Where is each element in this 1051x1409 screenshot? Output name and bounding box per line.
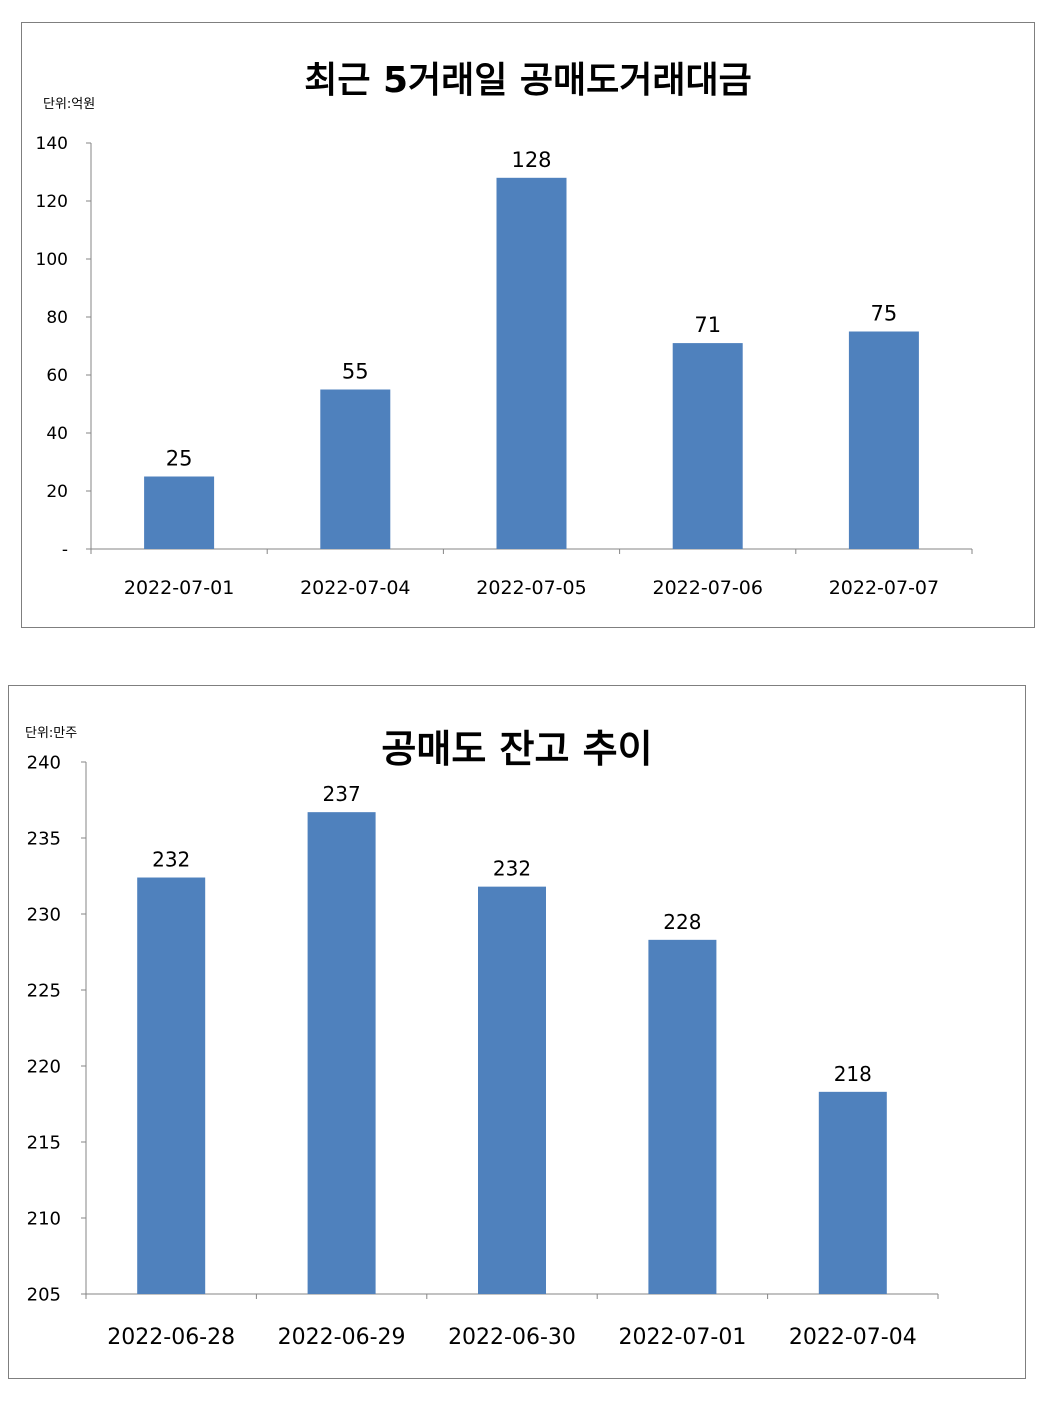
y-tick-label: 215	[27, 1132, 61, 1153]
y-tick-label: 235	[27, 828, 61, 849]
bar	[144, 476, 215, 549]
short-balance-chart: 공매도 잔고 추이 단위:만주 205 210 215 220 225 230 235 240…	[8, 685, 1026, 1379]
y-tick-label: 240	[27, 752, 61, 773]
x-tick-label: 2022-07-07	[829, 577, 939, 599]
data-label: 71	[694, 313, 721, 337]
data-label: 232	[493, 857, 531, 881]
y-tick-label: 220	[27, 1056, 61, 1077]
y-tick-label: 20	[46, 482, 68, 502]
unit-label: 단위:억원	[43, 97, 96, 112]
bar	[496, 177, 567, 550]
data-label: 228	[663, 910, 701, 934]
chart-title: 최근 5거래일 공매도거래대금	[304, 60, 752, 101]
x-tick-label: 2022-07-01	[618, 1325, 746, 1350]
bar	[137, 877, 206, 1294]
y-tick-label: 230	[27, 904, 61, 925]
x-tick-label: 2022-06-28	[107, 1325, 235, 1350]
data-label: 237	[323, 782, 361, 806]
x-tick-label: 2022-06-30	[448, 1325, 576, 1350]
y-tick-label: 80	[46, 308, 68, 328]
chart-title: 공매도 잔고 추이	[381, 727, 653, 771]
short-selling-amount-chart: 최근 5거래일 공매도거래대금 단위:억원 - 20 40 60 80 100 120 140…	[21, 22, 1035, 628]
bar	[648, 939, 717, 1294]
x-tick-label: 2022-07-05	[476, 577, 586, 599]
y-tick-label: 120	[36, 192, 68, 212]
bar	[672, 343, 743, 549]
x-tick-label: 2022-07-06	[652, 577, 762, 599]
y-tick-label: 225	[27, 980, 61, 1001]
unit-label: 단위:만주	[25, 726, 78, 741]
data-label: 25	[166, 447, 193, 471]
y-tick-label: 140	[36, 134, 68, 154]
x-tick-label: 2022-07-04	[789, 1325, 917, 1350]
bar-chart-plot: - 20 40 60 80 100 120 140 25 2022-07-01 55 2022-07-…	[36, 134, 973, 599]
y-tick-label: 40	[46, 424, 68, 444]
y-tick-label: 60	[46, 366, 68, 386]
bar	[818, 1091, 887, 1294]
x-tick-label: 2022-06-29	[278, 1325, 406, 1350]
data-label: 75	[871, 302, 898, 326]
data-label: 55	[342, 360, 369, 384]
bar	[307, 812, 376, 1294]
y-tick-label: 205	[27, 1284, 61, 1305]
y-tick-label: 210	[27, 1208, 61, 1229]
data-label: 128	[511, 148, 551, 172]
bar	[320, 389, 391, 549]
y-tick-label: 100	[36, 250, 68, 270]
x-tick-label: 2022-07-01	[124, 577, 234, 599]
bar	[478, 886, 546, 1294]
bar-chart-plot: 205 210 215 220 225 230 235 240 232 2022-06-28 237…	[27, 752, 939, 1350]
y-tick-label: -	[62, 540, 68, 560]
x-tick-label: 2022-07-04	[300, 577, 410, 599]
bar	[848, 331, 919, 549]
data-label: 232	[152, 848, 190, 872]
data-label: 218	[834, 1062, 872, 1086]
